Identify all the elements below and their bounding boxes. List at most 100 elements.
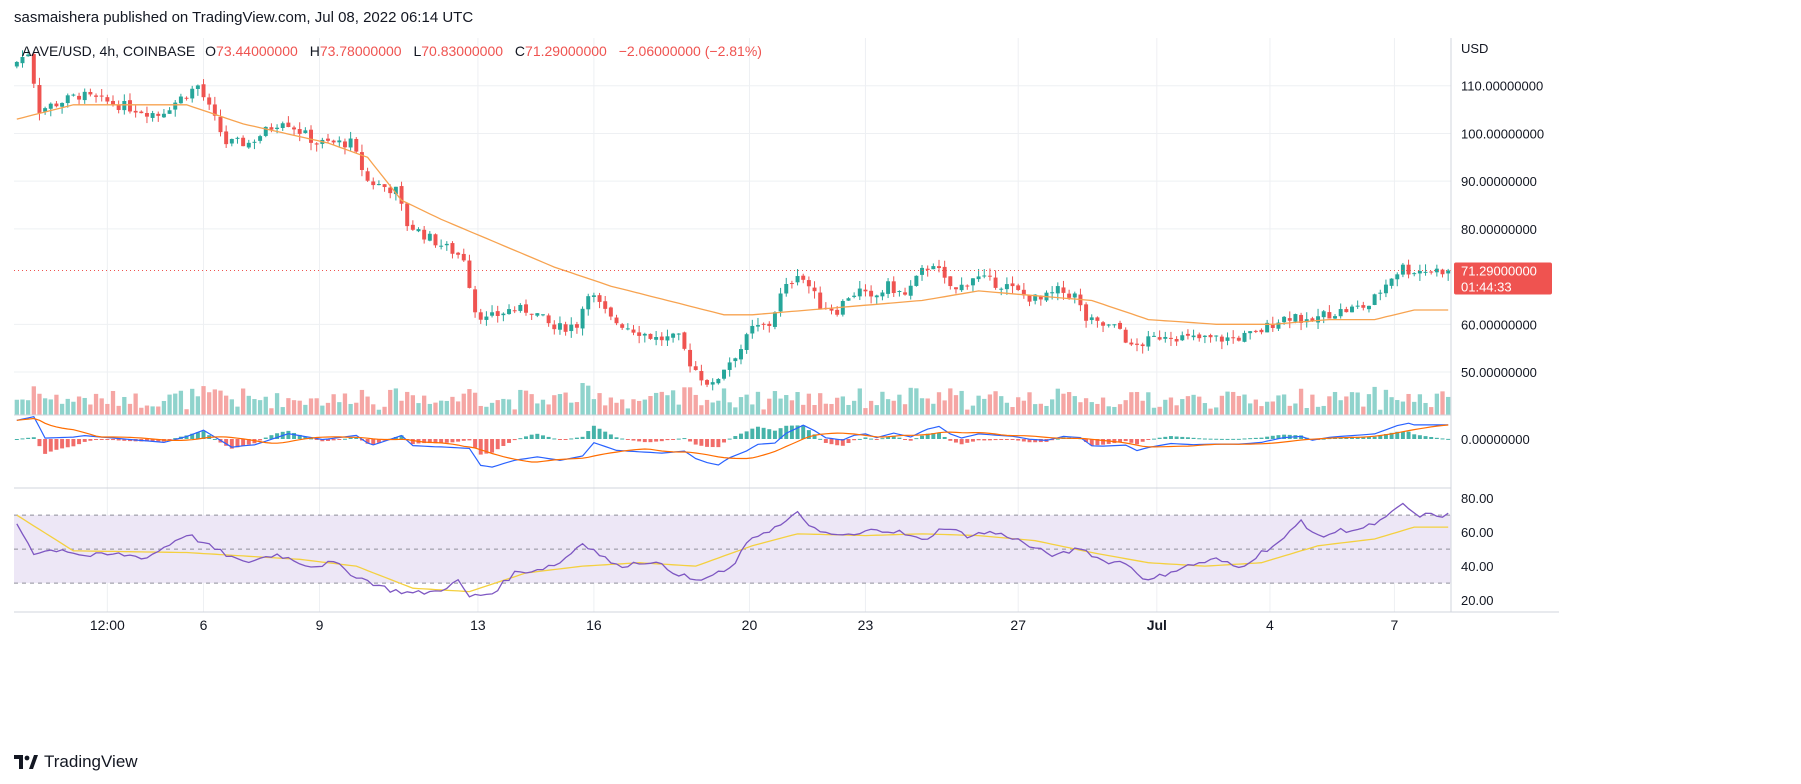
- candle[interactable]: [1089, 314, 1094, 325]
- candle[interactable]: [699, 364, 704, 386]
- candle[interactable]: [903, 287, 908, 296]
- candle[interactable]: [1242, 330, 1247, 343]
- candle[interactable]: [178, 93, 183, 104]
- candle[interactable]: [925, 265, 930, 277]
- candle[interactable]: [280, 121, 285, 131]
- candle[interactable]: [722, 369, 726, 381]
- candle[interactable]: [812, 281, 817, 299]
- candle[interactable]: [688, 343, 693, 373]
- candle[interactable]: [733, 357, 738, 368]
- candle[interactable]: [540, 314, 545, 317]
- candle[interactable]: [450, 241, 455, 259]
- candle[interactable]: [224, 125, 229, 148]
- candle[interactable]: [263, 126, 268, 138]
- candle[interactable]: [1174, 336, 1179, 346]
- candle[interactable]: [801, 273, 806, 284]
- candle[interactable]: [840, 299, 845, 317]
- candle[interactable]: [1197, 332, 1202, 342]
- candle[interactable]: [444, 241, 449, 251]
- candle[interactable]: [456, 251, 461, 259]
- candle[interactable]: [642, 332, 647, 343]
- candle[interactable]: [970, 278, 975, 293]
- candle[interactable]: [354, 137, 359, 154]
- candle[interactable]: [671, 332, 676, 343]
- candle[interactable]: [48, 102, 53, 117]
- candle[interactable]: [1293, 313, 1298, 324]
- candle[interactable]: [235, 136, 240, 144]
- candle[interactable]: [184, 96, 189, 101]
- candle[interactable]: [552, 320, 557, 335]
- candle[interactable]: [710, 378, 715, 391]
- candle[interactable]: [1350, 304, 1354, 313]
- candle[interactable]: [212, 96, 217, 121]
- candle[interactable]: [314, 142, 319, 152]
- candle[interactable]: [31, 52, 36, 89]
- candle[interactable]: [507, 304, 512, 315]
- candle[interactable]: [14, 61, 19, 69]
- candle[interactable]: [942, 260, 947, 284]
- candle[interactable]: [1236, 335, 1241, 342]
- candle[interactable]: [484, 311, 489, 326]
- candle[interactable]: [682, 331, 687, 351]
- candle[interactable]: [716, 378, 721, 385]
- candle[interactable]: [880, 289, 885, 301]
- candle[interactable]: [620, 322, 625, 330]
- candle[interactable]: [1123, 327, 1128, 344]
- candle[interactable]: [965, 284, 970, 290]
- candle[interactable]: [574, 321, 579, 334]
- candle[interactable]: [1429, 270, 1434, 275]
- candle[interactable]: [467, 254, 472, 289]
- candle[interactable]: [229, 138, 234, 147]
- candle[interactable]: [1185, 329, 1190, 340]
- candle[interactable]: [546, 313, 551, 327]
- candle[interactable]: [1146, 330, 1151, 351]
- candle[interactable]: [1038, 295, 1043, 306]
- candle[interactable]: [1084, 302, 1089, 328]
- candle[interactable]: [501, 312, 506, 322]
- candle[interactable]: [1417, 264, 1422, 281]
- candle[interactable]: [1389, 278, 1394, 289]
- candle[interactable]: [512, 306, 517, 314]
- candle[interactable]: [1021, 283, 1026, 299]
- candle[interactable]: [1259, 328, 1264, 335]
- candle[interactable]: [1061, 280, 1066, 300]
- candle[interactable]: [161, 109, 166, 118]
- candle[interactable]: [1163, 331, 1168, 343]
- candle[interactable]: [982, 269, 987, 279]
- candle[interactable]: [439, 239, 444, 250]
- tradingview-brand[interactable]: TradingView: [14, 752, 138, 772]
- candle[interactable]: [1095, 316, 1100, 328]
- candle[interactable]: [557, 316, 562, 335]
- candle[interactable]: [993, 270, 998, 290]
- candle[interactable]: [693, 361, 698, 371]
- candle[interactable]: [1265, 319, 1270, 333]
- candle[interactable]: [246, 139, 251, 149]
- candle[interactable]: [99, 89, 104, 102]
- candle[interactable]: [529, 313, 534, 320]
- candle[interactable]: [88, 88, 93, 97]
- candle[interactable]: [914, 275, 919, 287]
- candle[interactable]: [190, 85, 195, 103]
- candle[interactable]: [1072, 291, 1077, 304]
- candle[interactable]: [1027, 295, 1032, 307]
- candle[interactable]: [631, 325, 636, 336]
- candle[interactable]: [1344, 306, 1349, 313]
- candle[interactable]: [167, 107, 172, 114]
- candle[interactable]: [1248, 330, 1253, 340]
- candle[interactable]: [495, 305, 500, 323]
- candle[interactable]: [297, 122, 302, 142]
- candle-layer[interactable]: [14, 49, 1451, 391]
- candle[interactable]: [1361, 301, 1366, 311]
- candle[interactable]: [1406, 259, 1411, 279]
- candle[interactable]: [953, 287, 958, 294]
- candle[interactable]: [405, 202, 410, 231]
- candle[interactable]: [473, 285, 478, 318]
- candle[interactable]: [1316, 308, 1321, 329]
- candle[interactable]: [603, 295, 608, 314]
- candle[interactable]: [105, 94, 110, 105]
- candle[interactable]: [303, 127, 308, 134]
- candle[interactable]: [1168, 331, 1173, 347]
- candle[interactable]: [433, 233, 438, 248]
- candle[interactable]: [1412, 272, 1417, 277]
- candle[interactable]: [931, 263, 936, 270]
